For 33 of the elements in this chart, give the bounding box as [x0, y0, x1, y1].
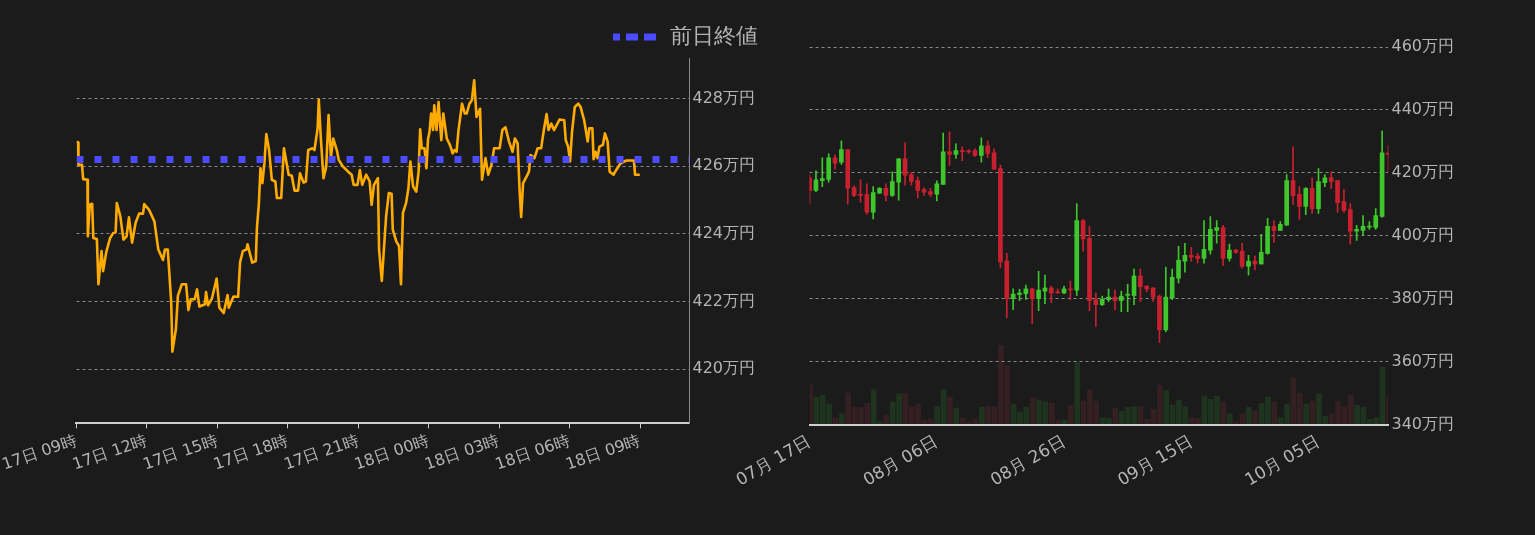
candlestick [1360, 215, 1366, 236]
x-tick-label: 10月 05日 [1241, 430, 1323, 490]
y-tick-label: 428万円 [692, 87, 756, 107]
y-tick-label: 440万円 [1391, 99, 1455, 119]
y-tick-label: 422万円 [692, 290, 756, 310]
bar [1245, 407, 1252, 425]
bar [1112, 407, 1118, 425]
y-tick-label: 420万円 [692, 358, 756, 378]
bar [1226, 413, 1233, 425]
bar [946, 396, 953, 425]
x-tick-label: 09月 15日 [1113, 430, 1196, 490]
bar [978, 407, 985, 425]
bar [883, 415, 889, 425]
y-tick-label: 424万円 [692, 223, 756, 243]
bar [1067, 404, 1074, 425]
bar [953, 407, 959, 425]
candlestick [1271, 220, 1277, 243]
y-tick-label: 420万円 [1391, 162, 1455, 182]
bar [838, 413, 845, 425]
bar [1073, 362, 1080, 425]
candlestick [1118, 290, 1124, 312]
x-tick-label: 08月 26日 [986, 430, 1069, 490]
candlestick [1182, 242, 1188, 273]
bar [1302, 403, 1309, 425]
x-tick-label: 08月 06日 [859, 430, 942, 490]
y-tick-label: 400万円 [1391, 225, 1455, 245]
y-tick-label: 340万円 [1391, 414, 1455, 434]
y-tick-label: 460万円 [1391, 36, 1455, 56]
y-tick-label: 380万円 [1391, 288, 1455, 308]
x-tick-label: 07月 17日 [732, 430, 814, 490]
y-tick-label: 426万円 [692, 155, 756, 175]
bar [1252, 410, 1258, 425]
y-tick-label: 360万円 [1391, 351, 1455, 371]
